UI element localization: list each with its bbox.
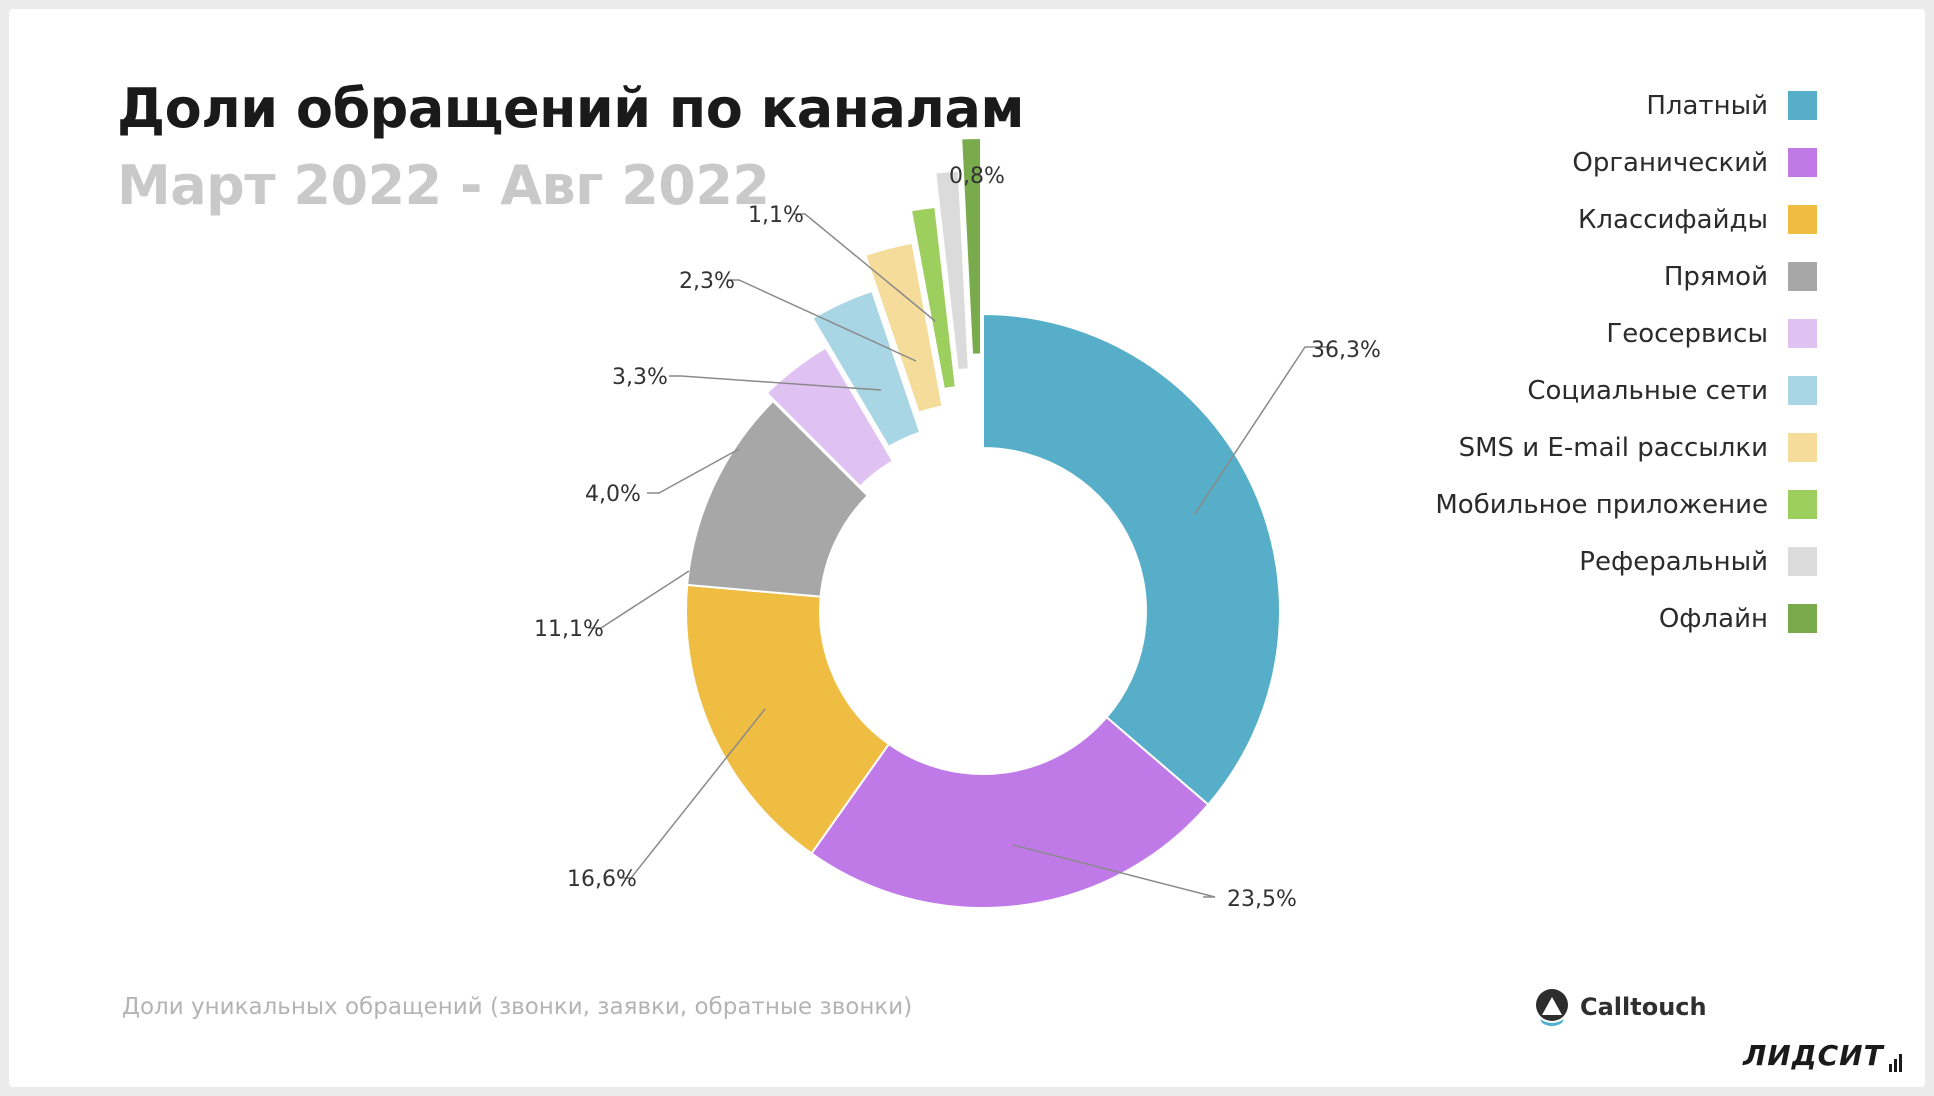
calltouch-logo-icon xyxy=(1536,989,1568,1026)
donut-slice xyxy=(934,169,970,372)
legend-swatch xyxy=(1788,547,1817,576)
calltouch-name: Calltouch xyxy=(1580,993,1707,1021)
leader-line xyxy=(647,448,740,494)
slice-label: 16,6% xyxy=(567,867,637,892)
lidsit-bars-icon xyxy=(1887,1052,1902,1072)
footnote: Доли уникальных обращений (звонки, заявк… xyxy=(122,994,913,1020)
legend-swatch xyxy=(1788,205,1817,234)
leader-line xyxy=(793,213,936,322)
donut-chart: 36,3% 23,5% 16,6% 11,1% 4,0% 3,3% 2,3% 1,1% 0,8% xyxy=(534,137,1381,912)
legend-item: SMS и E-mail рассылки xyxy=(1297,433,1817,490)
slice-label: 2,3% xyxy=(679,269,735,294)
legend-item: Платный xyxy=(1297,91,1817,148)
calltouch-brand: Calltouch xyxy=(1534,987,1707,1027)
legend-item: Прямой xyxy=(1297,262,1817,319)
legend-swatch xyxy=(1788,376,1817,405)
donut-slice xyxy=(960,137,983,356)
legend-label: Классифайды xyxy=(1577,205,1768,235)
legend-label: Офлайн xyxy=(1658,604,1768,634)
donut-slice xyxy=(982,312,1281,807)
donut-slice xyxy=(685,583,891,855)
legend-label: Прямой xyxy=(1663,262,1768,292)
leader-line xyxy=(589,570,690,629)
leader-line xyxy=(619,708,766,879)
donut-slice xyxy=(909,205,957,391)
legend-label: SMS и E-mail рассылки xyxy=(1458,433,1768,463)
legend-item: Мобильное приложение xyxy=(1297,490,1817,547)
legend-swatch xyxy=(1788,148,1817,177)
leader-line xyxy=(1193,346,1331,516)
donut-slice xyxy=(765,346,895,488)
legend-label: Мобильное приложение xyxy=(1435,490,1768,520)
legend-label: Социальные сети xyxy=(1527,376,1768,406)
leader-line xyxy=(1012,844,1216,898)
slice-label: 0,8% xyxy=(949,164,1005,189)
legend-item: Классифайды xyxy=(1297,205,1817,262)
legend-item: Геосервисы xyxy=(1297,319,1817,376)
slide: 36,3% 23,5% 16,6% 11,1% 4,0% 3,3% 2,3% 1,1% 0,8%… xyxy=(9,9,1925,1087)
legend-item: Реферальный xyxy=(1297,547,1817,604)
donut-slice xyxy=(810,715,1210,909)
legend-label: Платный xyxy=(1646,91,1768,121)
chart-legend: Платный Органический Классифайды Прямой Геос… xyxy=(1297,91,1817,661)
legend-item: Офлайн xyxy=(1297,604,1817,661)
slice-label: 11,1% xyxy=(534,617,604,642)
legend-label: Геосервисы xyxy=(1606,319,1768,349)
leader-line xyxy=(669,375,882,391)
legend-item: Органический xyxy=(1297,148,1817,205)
legend-swatch xyxy=(1788,319,1817,348)
legend-label: Реферальный xyxy=(1579,547,1768,577)
legend-swatch xyxy=(1788,262,1817,291)
donut-slice xyxy=(686,399,870,598)
slice-label: 4,0% xyxy=(585,482,641,507)
slice-label: 1,1% xyxy=(748,203,804,228)
leader-line xyxy=(727,279,917,362)
lidsit-name: ЛИДСИТ xyxy=(1743,1039,1884,1072)
chart-subtitle: Март 2022 - Авг 2022 xyxy=(117,154,770,217)
chart-title: Доли обращений по каналам xyxy=(117,77,1025,140)
legend-label: Органический xyxy=(1572,148,1768,178)
slice-label: 3,3% xyxy=(612,365,668,390)
legend-item: Социальные сети xyxy=(1297,376,1817,433)
legend-swatch xyxy=(1788,433,1817,462)
donut-slice xyxy=(811,289,922,449)
legend-swatch xyxy=(1788,91,1817,120)
legend-swatch xyxy=(1788,604,1817,633)
legend-swatch xyxy=(1788,490,1817,519)
slice-label: 23,5% xyxy=(1227,887,1297,912)
slice-label: 36,3% xyxy=(1311,338,1381,363)
donut-slice xyxy=(864,241,944,414)
lidsit-logo: ЛИДСИТ xyxy=(1743,1039,1902,1072)
